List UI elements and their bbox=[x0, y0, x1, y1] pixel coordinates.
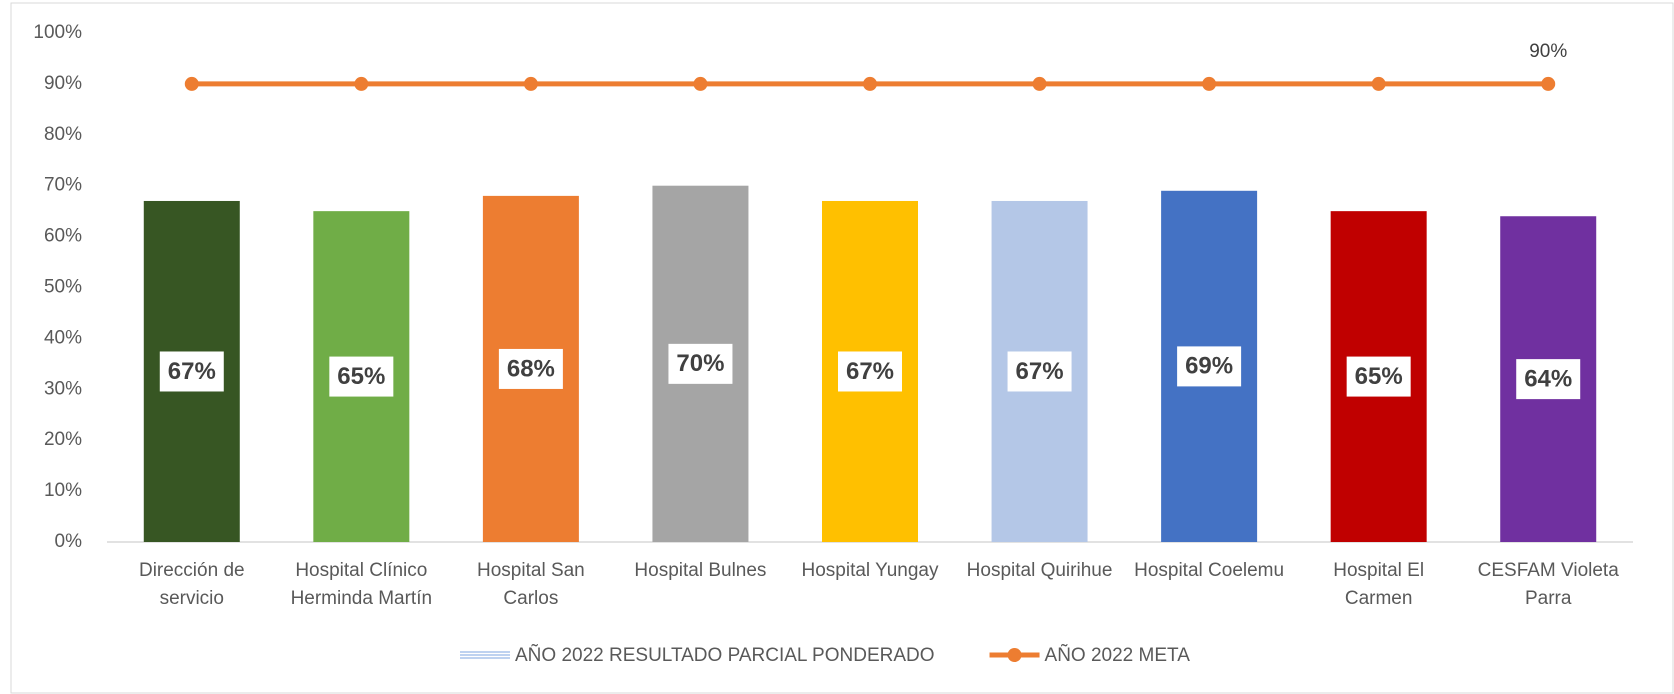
y-tick-label: 0% bbox=[55, 531, 83, 552]
line-marker bbox=[184, 76, 199, 91]
x-tick-label: Dirección de servicio bbox=[138, 560, 245, 609]
x-tick-label: CESFAM Violeta Parra bbox=[1477, 560, 1619, 609]
data-label-box bbox=[329, 356, 394, 397]
data-label: 64% bbox=[1524, 365, 1572, 392]
data-label-box bbox=[1346, 356, 1411, 397]
y-tick-label: 20% bbox=[44, 429, 82, 450]
y-tick-label: 90% bbox=[44, 73, 82, 94]
data-label: 90% bbox=[1529, 41, 1567, 62]
x-tick-label: Hospital Bulnes bbox=[634, 560, 767, 581]
data-label: 67% bbox=[846, 358, 894, 385]
legend-swatch bbox=[1007, 648, 1022, 662]
y-tick-label: 30% bbox=[44, 378, 82, 399]
x-tick-label: Hospital Quirihue bbox=[966, 560, 1113, 581]
data-label-box bbox=[1516, 359, 1581, 400]
y-tick-label: 60% bbox=[44, 226, 82, 247]
y-tick-label: 80% bbox=[44, 124, 82, 145]
data-label-box bbox=[159, 351, 224, 392]
data-label-box bbox=[1177, 346, 1242, 387]
y-tick-label: 50% bbox=[44, 277, 82, 298]
line-marker bbox=[693, 76, 708, 91]
line-marker bbox=[1202, 76, 1217, 91]
data-label: 65% bbox=[1355, 363, 1403, 390]
data-label-box bbox=[668, 343, 733, 384]
line-marker bbox=[1541, 76, 1556, 91]
x-tick-label: Hospital San Carlos bbox=[477, 560, 585, 609]
x-tick-label: Hospital Coelemu bbox=[1134, 560, 1285, 581]
data-label: 65% bbox=[337, 363, 385, 390]
y-tick-label: 10% bbox=[44, 480, 82, 501]
data-label-box bbox=[498, 348, 563, 389]
y-tick-label: 40% bbox=[44, 327, 82, 348]
line-marker bbox=[1371, 76, 1386, 91]
data-label: 69% bbox=[1185, 353, 1233, 380]
data-label-box bbox=[1007, 351, 1072, 392]
data-label-box bbox=[838, 351, 902, 392]
line-marker bbox=[863, 76, 877, 91]
x-tick-label: Hospital Clínico Herminda Martín bbox=[290, 560, 433, 609]
data-label: 68% bbox=[507, 355, 555, 382]
y-tick-label: 70% bbox=[44, 175, 82, 196]
data-label: 67% bbox=[168, 358, 216, 385]
data-label: 67% bbox=[1016, 358, 1064, 385]
legend-label: AÑO 2022 META bbox=[1045, 644, 1191, 666]
x-tick-label: Hospital Yungay bbox=[801, 560, 939, 581]
y-tick-label: 100% bbox=[33, 22, 82, 43]
line-marker bbox=[1032, 76, 1047, 91]
data-label: 70% bbox=[676, 350, 724, 377]
x-tick-label: Hospital El Carmen bbox=[1333, 560, 1425, 609]
legend-label: AÑO 2022 RESULTADO PARCIAL PONDERADO bbox=[515, 644, 935, 666]
line-marker bbox=[523, 76, 538, 91]
line-marker bbox=[354, 76, 369, 91]
